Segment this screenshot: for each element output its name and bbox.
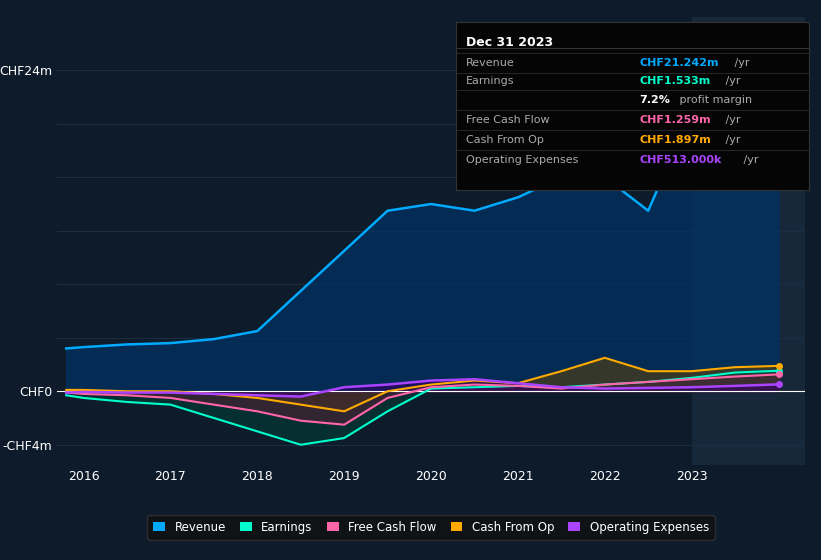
Text: /yr: /yr [722,76,741,86]
Text: /yr: /yr [722,135,741,145]
Text: CHF1.897m: CHF1.897m [640,135,711,145]
Text: profit margin: profit margin [676,95,752,105]
Text: /yr: /yr [731,58,750,68]
Text: Operating Expenses: Operating Expenses [466,155,579,165]
Legend: Revenue, Earnings, Free Cash Flow, Cash From Op, Operating Expenses: Revenue, Earnings, Free Cash Flow, Cash … [147,515,715,539]
Text: CHF1.259m: CHF1.259m [640,115,711,125]
Text: Revenue: Revenue [466,58,515,68]
Text: /yr: /yr [722,115,741,125]
Text: CHF1.533m: CHF1.533m [640,76,710,86]
Text: Cash From Op: Cash From Op [466,135,544,145]
Text: Dec 31 2023: Dec 31 2023 [466,36,553,49]
Text: CHF21.242m: CHF21.242m [640,58,718,68]
Text: CHF513.000k: CHF513.000k [640,155,722,165]
Bar [691,17,805,465]
Text: /yr: /yr [741,155,759,165]
Text: Earnings: Earnings [466,76,515,86]
Text: Free Cash Flow: Free Cash Flow [466,115,550,125]
Text: 7.2%: 7.2% [640,95,670,105]
